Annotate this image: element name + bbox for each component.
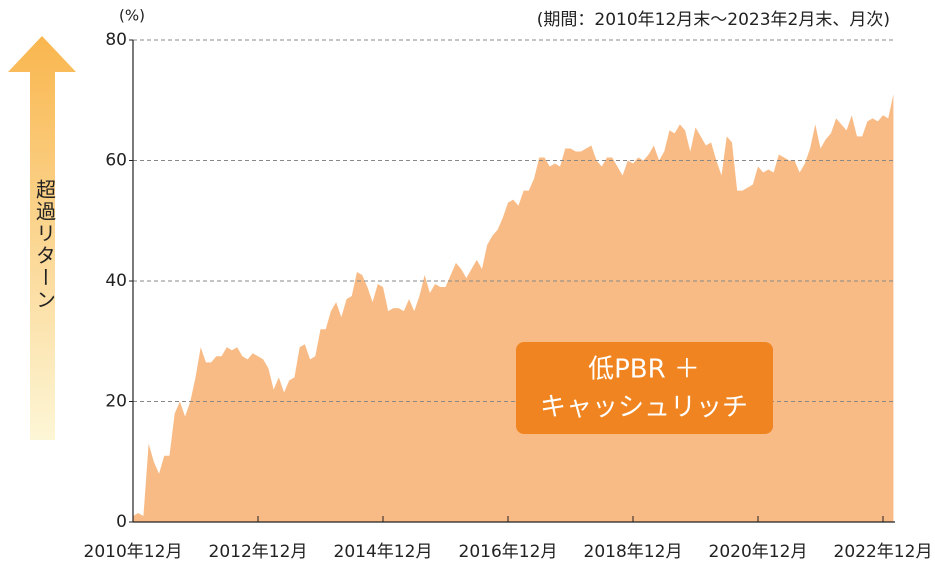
subtitle: (期間：2010年12月末～2023年2月末、月次) — [537, 10, 890, 30]
x-tick-label: 2010年12月 — [84, 542, 183, 562]
unit-label: (%) — [119, 7, 145, 25]
y-tick-label: 40 — [105, 271, 127, 291]
x-tick-label: 2012年12月 — [209, 542, 308, 562]
x-tick-label: 2014年12月 — [334, 542, 433, 562]
area — [133, 94, 894, 522]
annotation-text: 低PBR ＋ — [588, 355, 700, 385]
axis-label: 超過リターン — [33, 179, 57, 311]
y-tick-label: 60 — [105, 151, 127, 171]
x-tick-label: 2018年12月 — [584, 542, 683, 562]
y-tick-label: 20 — [105, 392, 127, 412]
annotation-box — [516, 342, 773, 434]
x-tick-label: 2020年12月 — [709, 542, 808, 562]
annotation-text: キャッシュリッチ — [540, 393, 748, 423]
y-tick-label: 80 — [105, 30, 127, 50]
y-tick-label: 0 — [116, 512, 127, 532]
arrow — [8, 36, 76, 440]
x-tick-label: 2016年12月 — [459, 542, 558, 562]
x-tick-label: 2022年12月 — [834, 542, 933, 562]
